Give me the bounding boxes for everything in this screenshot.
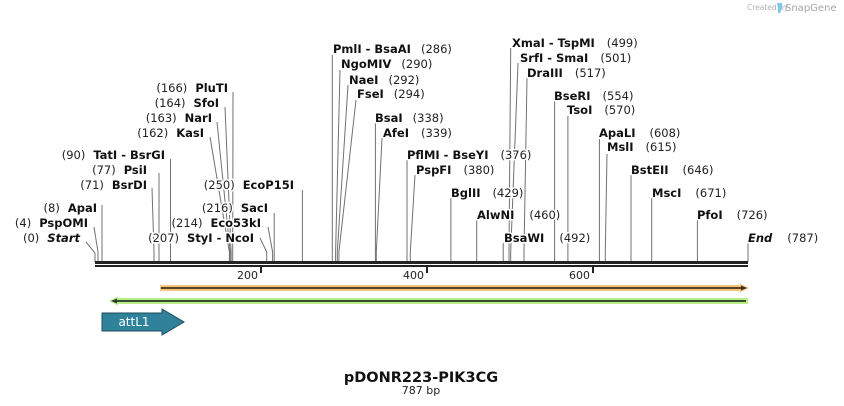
leader-srfi-smai xyxy=(510,62,519,262)
site-label-pspomi[interactable]: (4) PspOMI xyxy=(13,215,89,232)
top-strand xyxy=(95,261,748,264)
site-label-fsei[interactable]: FseI (294) xyxy=(356,86,427,103)
sequence-backbone[interactable] xyxy=(95,261,748,267)
leader-xmai-tspmi xyxy=(508,47,512,262)
site-label-naei[interactable]: NaeI (292) xyxy=(348,72,421,89)
site-label-end[interactable]: End (787) xyxy=(747,230,820,247)
map-title-block: pDONR223-PIK3CG 787 bp xyxy=(344,370,498,397)
leader-sfoi xyxy=(224,106,232,262)
site-label-ngomiv[interactable]: NgoMIV (290) xyxy=(340,56,434,73)
site-label-styi-ncoi[interactable]: (207) StyI - NcoI xyxy=(147,230,256,247)
tick-label-600: 600 xyxy=(569,269,590,282)
leader-kasi xyxy=(209,136,230,262)
leader-eco53ki xyxy=(267,226,274,262)
map-title: pDONR223-PIK3CG xyxy=(344,370,498,386)
leader-ngomiv xyxy=(335,69,341,262)
green-feature-arrow-icon xyxy=(111,298,117,304)
site-label-pmli-bsaai[interactable]: PmlI - BsaAI (286) xyxy=(332,41,454,58)
created-by-text: Created by xyxy=(747,3,789,12)
leader-bsrdi xyxy=(151,187,155,262)
site-label-srfi-smai[interactable]: SrfI - SmaI (501) xyxy=(519,50,633,67)
site-label-pluti[interactable]: (166) PluTI xyxy=(155,80,230,97)
leader-styi-ncoi xyxy=(259,237,268,262)
site-label-bsteii[interactable]: BstEII (646) xyxy=(630,162,715,179)
leader-draiii xyxy=(523,77,528,262)
leader-nari xyxy=(216,121,231,262)
site-label-bglii[interactable]: BglII (429) xyxy=(450,185,525,202)
site-label-pfoi[interactable]: PfoI (726) xyxy=(696,207,770,224)
tick-label-400: 400 xyxy=(403,269,424,282)
site-label-apai[interactable]: (8) ApaI xyxy=(42,200,98,217)
site-label-psii[interactable]: (77) PsiI xyxy=(91,162,149,179)
attl1-arrow-shape xyxy=(101,308,185,336)
leader-pspfi xyxy=(409,174,416,262)
leader-afei xyxy=(375,137,383,262)
site-label-msci[interactable]: MscI (671) xyxy=(651,185,728,202)
site-label-tati-bsrgi[interactable]: (90) TatI - BsrGI xyxy=(60,147,166,164)
site-labels-right: PmlI - BsaAI (286) NgoMIV (290) NaeI (292) … xyxy=(332,35,820,247)
branding: Created by SnapGene xyxy=(747,3,837,14)
site-labels-left: (0) Start (4) PspOMI (8) ApaI (71) BsrDI (77… xyxy=(13,80,295,247)
attl1-label: attL1 xyxy=(118,315,149,329)
site-label-draiii[interactable]: DraIII (517) xyxy=(526,65,608,82)
site-label-xmai-tspmi[interactable]: XmaI - TspMI (499) xyxy=(511,35,640,52)
site-label-bsai[interactable]: BsaI (338) xyxy=(374,110,446,127)
site-label-saci[interactable]: (216) SacI xyxy=(200,200,269,217)
site-label-nari[interactable]: (163) NarI xyxy=(144,110,213,127)
site-label-bsawi[interactable]: BsaWI (492) xyxy=(503,230,592,247)
leader-lines xyxy=(85,47,749,263)
snapgene-text: SnapGene xyxy=(785,3,837,14)
site-label-afei[interactable]: AfeI (339) xyxy=(382,125,454,142)
site-label-bseri[interactable]: BseRI (554) xyxy=(553,88,635,105)
site-label-pspfi[interactable]: PspFI (380) xyxy=(415,162,496,179)
site-label-ecop15i[interactable]: (250) EcoP15I xyxy=(202,177,295,194)
tick-label-200: 200 xyxy=(237,269,258,282)
site-label-kasi[interactable]: (162) KasI xyxy=(136,125,206,142)
site-label-apali[interactable]: ApaLI (608) xyxy=(598,125,682,142)
snapgene-logo-icon xyxy=(777,3,782,13)
leader-start xyxy=(85,241,96,262)
orange-feature-forward[interactable] xyxy=(160,283,749,293)
site-label-start[interactable]: (0) Start xyxy=(21,230,82,247)
site-label-pflmi-bseyi[interactable]: PflMI - BseYI (376) xyxy=(406,147,533,164)
green-feature-reverse[interactable] xyxy=(109,296,748,306)
map-length: 787 bp xyxy=(402,384,440,397)
leader-pspomi xyxy=(93,226,99,262)
leader-naei xyxy=(336,84,349,262)
site-label-bsrdi[interactable]: (71) BsrDI xyxy=(79,177,149,194)
leader-fsei xyxy=(338,99,357,262)
site-label-alwni[interactable]: AlwNI (460) xyxy=(476,207,562,224)
ruler: 200 400 600 xyxy=(237,266,594,282)
bottom-strand xyxy=(95,265,748,267)
site-label-msli[interactable]: MslI (615) xyxy=(606,139,678,156)
leader-msli xyxy=(604,153,608,262)
feature-attl1[interactable]: attL1 xyxy=(101,308,185,336)
orange-feature-arrow-icon xyxy=(741,285,747,291)
site-label-tsoi[interactable]: TsoI (570) xyxy=(566,102,637,119)
site-label-sfoi[interactable]: (164) SfoI xyxy=(153,95,220,112)
site-label-eco53ki[interactable]: (214) Eco53kI xyxy=(170,215,262,232)
